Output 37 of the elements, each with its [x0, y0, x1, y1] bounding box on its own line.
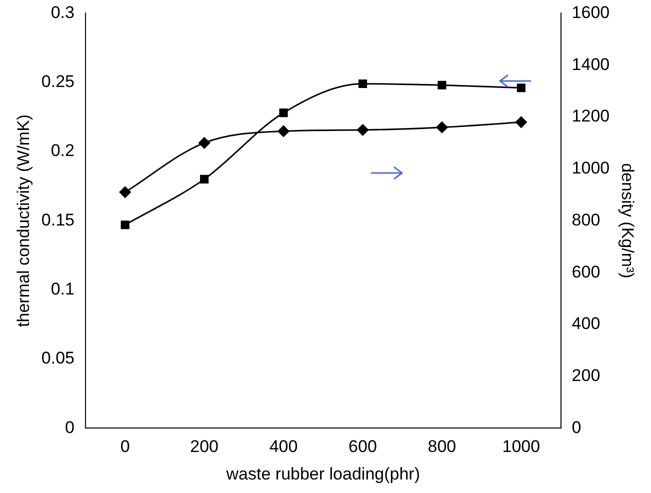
y2-tick-label: 800: [572, 210, 600, 230]
point: [120, 220, 130, 230]
y2-tick-label: 400: [572, 314, 600, 334]
point: [198, 137, 210, 149]
point: [119, 186, 131, 198]
x-axis-title: waste rubber loading(phr): [225, 464, 420, 484]
point: [515, 116, 527, 128]
y-tick-label: 0.2: [50, 141, 74, 160]
point: [200, 174, 209, 184]
point: [436, 122, 448, 134]
y2-tick-label: 1000: [572, 158, 610, 178]
y2-tick-label: 1600: [572, 2, 610, 22]
y2-tick-label: 1200: [572, 106, 610, 126]
y-tick-label: 0.15: [41, 210, 74, 230]
y-tick-label: 0.05: [41, 348, 74, 368]
y-axis-title: thermal conductivity (W/mK): [14, 114, 33, 327]
y2-tick-label: 0: [572, 418, 582, 437]
x-tick-label: 600: [348, 437, 377, 456]
x-tick-label: 0: [120, 437, 130, 456]
y-tick-label: 0.25: [41, 72, 74, 92]
x-tick-label: 200: [190, 437, 218, 456]
x-tick-label: 400: [269, 437, 298, 456]
point: [279, 108, 288, 118]
point: [358, 79, 368, 88]
y2-axis-title: density (Kg/m³): [618, 163, 638, 278]
x-tick-label: 800: [428, 437, 456, 456]
point: [438, 80, 446, 90]
y-tick-label: 0: [65, 418, 74, 437]
y-tick-label: 0.1: [50, 280, 74, 299]
y2-tick-label: 1400: [572, 54, 610, 74]
point: [516, 84, 526, 92]
point: [278, 125, 290, 137]
y2-tick-label: 200: [572, 366, 600, 386]
y-tick-label: 0.3: [50, 2, 74, 22]
x-tick-label: 1000: [502, 437, 540, 456]
point: [356, 124, 368, 136]
y2-tick-label: 600: [572, 262, 600, 282]
